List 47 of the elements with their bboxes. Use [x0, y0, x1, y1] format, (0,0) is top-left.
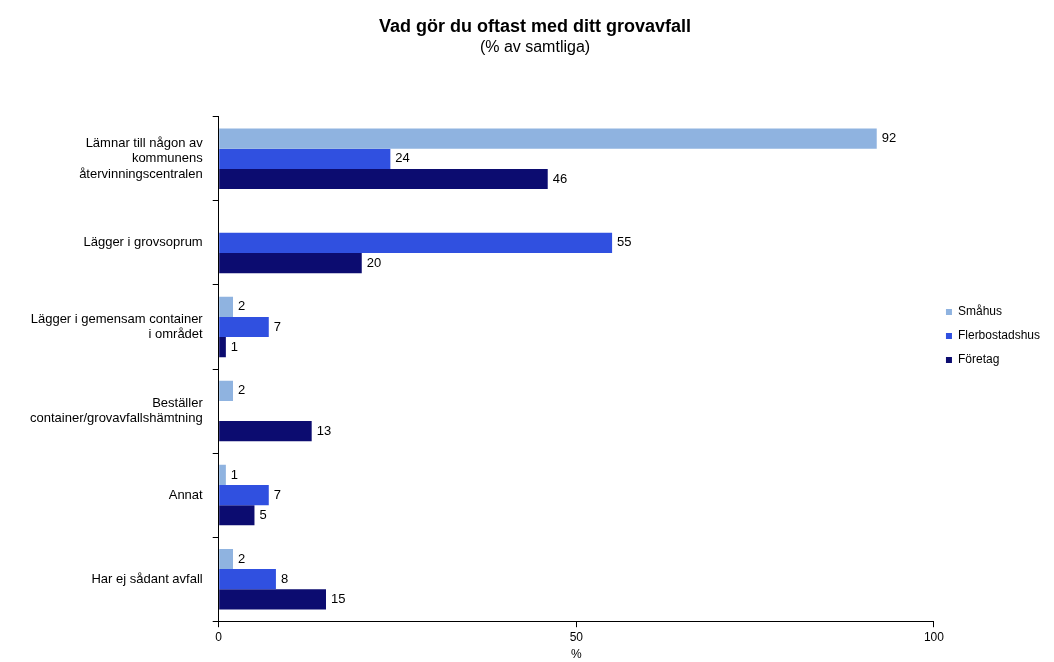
x-axis-title: %	[571, 647, 582, 662]
bar	[219, 380, 234, 401]
bar	[219, 589, 326, 610]
legend-label: Flerbostadshus	[957, 328, 1040, 343]
data-label: 24	[395, 150, 410, 166]
bar	[219, 548, 234, 570]
y-tick-label: Lägger i gemensam container i området	[30, 310, 204, 342]
data-label: 2	[238, 550, 246, 566]
bar	[219, 569, 276, 590]
data-label: 92	[881, 130, 897, 146]
legend-label: Företag	[957, 352, 1000, 367]
y-tick-label: Annat	[168, 486, 204, 502]
bar	[219, 168, 548, 190]
y-tick-label: Lämnar till någon av kommunens återvinningscentralen	[79, 134, 204, 182]
data-label: 13	[316, 422, 332, 438]
x-tick-label: 100	[923, 629, 945, 644]
bar	[219, 485, 269, 506]
data-label: 7	[273, 318, 282, 334]
data-label: 1	[230, 466, 239, 482]
bar	[219, 296, 234, 317]
data-label: 2	[238, 298, 246, 314]
y-tick-label: Har ej sådant avfall	[91, 570, 203, 586]
x-tick-label: 50	[569, 629, 584, 644]
bar	[219, 316, 269, 338]
data-label: 55	[617, 234, 632, 250]
bar	[219, 337, 226, 358]
chart-subtitle: (% av samtliga)	[479, 37, 591, 55]
data-label: 20	[366, 254, 382, 270]
data-label: 1	[230, 338, 239, 354]
bar	[219, 421, 312, 442]
chart-title: Vad gör du oftast med ditt grovavfall	[378, 15, 692, 36]
bar	[219, 464, 226, 486]
data-label: 15	[330, 590, 346, 606]
bar	[219, 505, 255, 526]
data-label: 7	[273, 486, 282, 502]
data-label: 8	[280, 570, 289, 586]
legend-label: Småhus	[957, 304, 1002, 319]
data-label: 2	[238, 382, 246, 398]
x-tick-label: 0	[215, 629, 223, 644]
bar	[219, 252, 362, 274]
bar	[219, 128, 877, 149]
data-label: 5	[259, 506, 267, 522]
data-label: 46	[552, 170, 568, 186]
bar	[219, 148, 391, 169]
bar	[219, 232, 613, 253]
y-tick-label: Lägger i grovsoprum	[83, 234, 203, 250]
y-tick-label: Beställer container/grovavfallshämtning	[29, 394, 204, 426]
